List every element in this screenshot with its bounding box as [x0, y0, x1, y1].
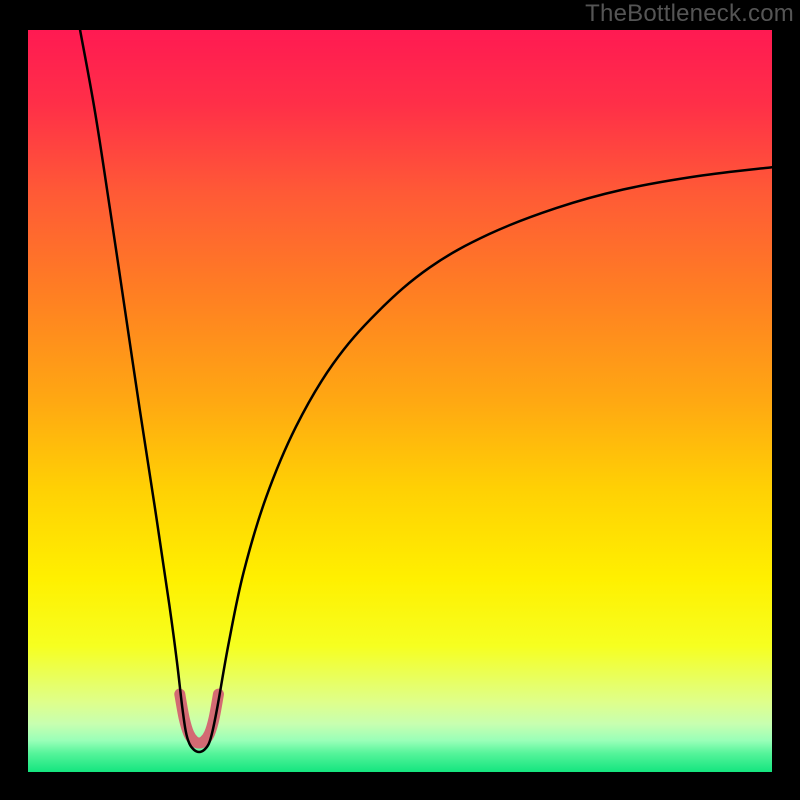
- plot-area: [28, 30, 772, 772]
- chart-stage: TheBottleneck.com: [0, 0, 800, 800]
- plot-svg: [28, 30, 772, 772]
- watermark-text: TheBottleneck.com: [585, 0, 794, 28]
